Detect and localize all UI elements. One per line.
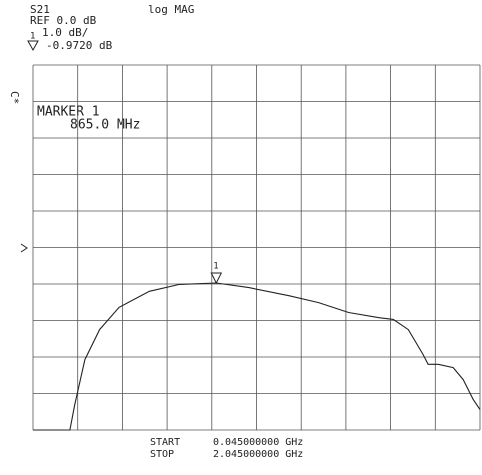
stop-value: 2.045000000 GHz (213, 449, 303, 460)
marker-tag: 1 (213, 261, 218, 271)
start-label: START (150, 437, 180, 448)
format-label: log MAG (148, 3, 194, 16)
side-label: C* (8, 91, 21, 104)
stop-label: STOP (150, 449, 174, 460)
marker-value: -0.9720 dB (46, 39, 113, 52)
marker-index: 1 (30, 32, 35, 42)
trace (33, 282, 481, 431)
marker-frequency: 865.0 MHz (70, 118, 140, 133)
ref-label: REF 0.0 dB (30, 14, 97, 27)
marker-title: MARKER 1 (37, 105, 100, 120)
marker-symbol (27, 40, 39, 52)
channel-label: S21 (30, 3, 50, 16)
start-value: 0.045000000 GHz (213, 437, 303, 448)
ref-pointer (20, 243, 28, 253)
marker-triangle (210, 272, 223, 285)
scale-label: 1.0 dB/ (42, 26, 88, 39)
